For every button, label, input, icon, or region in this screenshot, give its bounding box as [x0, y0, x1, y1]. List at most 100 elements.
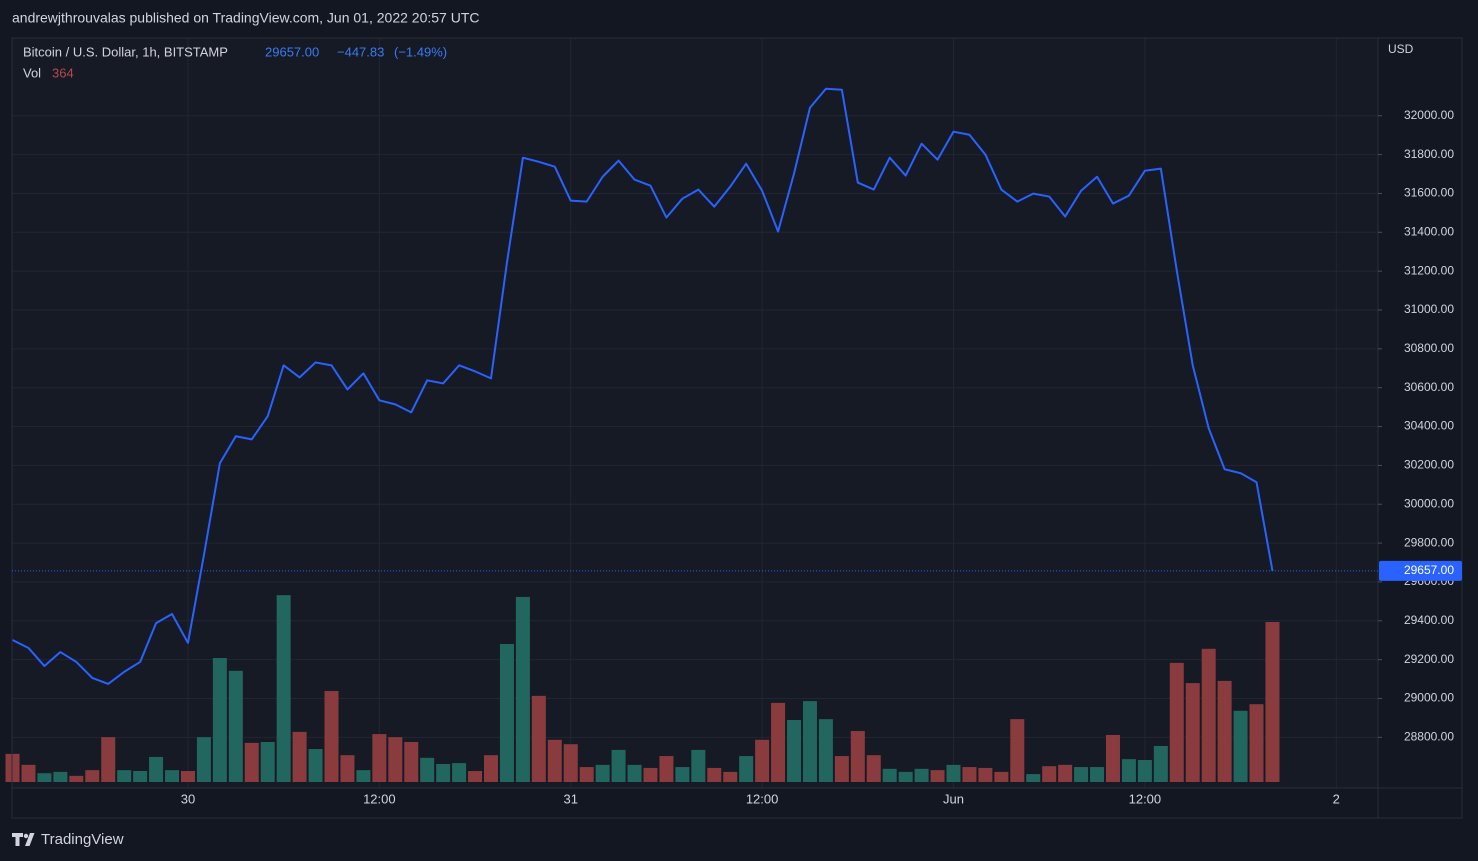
y-tick-label: 30000.00 [1404, 496, 1454, 510]
volume-bar [1105, 734, 1120, 782]
y-tick-label: 31600.00 [1404, 186, 1454, 200]
x-tick-label: 31 [563, 791, 577, 806]
volume-bar [898, 771, 913, 782]
volume-bar [53, 771, 68, 782]
volume-bar [755, 739, 770, 782]
volume-bar [771, 702, 786, 782]
volume-bar [388, 737, 403, 782]
volume-bar [1026, 774, 1041, 782]
volume-bar [1010, 719, 1025, 782]
volume-bar [101, 737, 116, 782]
volume-bar [69, 775, 84, 782]
y-tick-label: 29800.00 [1404, 535, 1454, 549]
volume-bar [1074, 767, 1089, 782]
volume-bar [994, 771, 1009, 782]
volume-bar [595, 764, 610, 782]
volume-bar [340, 755, 355, 782]
brand-logo [12, 833, 35, 846]
y-tick-label: 30200.00 [1404, 458, 1454, 472]
y-tick-label: 31200.00 [1404, 263, 1454, 277]
volume-bar [675, 767, 690, 782]
grid [12, 38, 1378, 788]
volume-bar [1121, 759, 1136, 782]
x-tick-label: 12:00 [1129, 791, 1162, 806]
price-change: −447.83 [337, 44, 384, 59]
x-tick-label: 12:00 [363, 791, 396, 806]
volume-label: Vol [23, 65, 41, 80]
volume-bar [1169, 662, 1184, 782]
volume-bar [1185, 683, 1200, 782]
volume-bar [818, 719, 833, 782]
volume-bar [452, 763, 467, 782]
volume-bar [180, 771, 195, 782]
x-tick-label: Jun [943, 791, 964, 806]
volume-bar [244, 742, 259, 782]
volume-bar [5, 753, 20, 782]
y-tick-label: 30800.00 [1404, 341, 1454, 355]
volume-bar [834, 756, 849, 782]
y-tick-label: 32000.00 [1404, 108, 1454, 122]
volume-bar [436, 763, 451, 782]
volume-bar [37, 773, 52, 782]
volume-bar [1058, 764, 1073, 782]
volume-bar [515, 596, 530, 782]
volume-bar [1265, 621, 1280, 782]
volume-bar [1249, 704, 1264, 782]
volume-bar [1201, 648, 1216, 782]
volume-bar [356, 770, 371, 782]
volume-bar [962, 767, 977, 782]
volume-bar [1137, 760, 1152, 782]
volume-bar [611, 749, 626, 782]
volume-bar [723, 771, 738, 782]
volume-bar [276, 595, 291, 782]
volume-bar [499, 643, 514, 782]
y-tick-label: 28800.00 [1404, 729, 1454, 743]
volume-bar [866, 755, 881, 782]
volume-bar [228, 670, 243, 782]
volume-bar [260, 741, 275, 782]
volume-bar [1233, 710, 1248, 782]
last-price: 29657.00 [265, 44, 319, 59]
volume-bar [117, 770, 132, 782]
currency-label: USD [1388, 42, 1414, 56]
x-tick-label: 30 [181, 791, 195, 806]
volume-bar [420, 757, 435, 782]
volume-value: 364 [52, 65, 74, 80]
last-price-axis-label: 29657.00 [1404, 563, 1454, 577]
volume-bar [978, 767, 993, 782]
volume-bar [547, 739, 562, 782]
volume-bar [930, 770, 945, 782]
x-tick-label: 12:00 [746, 791, 779, 806]
volume-bar [292, 731, 307, 782]
volume-bar [1153, 745, 1168, 782]
volume-bar [787, 720, 802, 782]
volume-bar [882, 768, 897, 782]
brand-name: TradingView [41, 831, 124, 848]
volume-bar [483, 755, 498, 782]
y-tick-label: 30400.00 [1404, 419, 1454, 433]
volume-bar [579, 767, 594, 782]
publish-header: andrewjthrouvalas published on TradingVi… [12, 10, 479, 26]
volume-bar [563, 744, 578, 782]
price-line [12, 87, 1274, 685]
y-tick-label: 31400.00 [1404, 224, 1454, 238]
price-change-percent: (−1.49%) [394, 44, 447, 59]
volume-bar [1090, 767, 1105, 782]
y-tick-label: 29000.00 [1404, 691, 1454, 705]
frame [11, 37, 1463, 819]
symbol-label: Bitcoin / U.S. Dollar, 1h, BITSTAMP [23, 44, 228, 59]
volume-bar [149, 756, 164, 782]
volume-bar [85, 770, 100, 782]
volume-bar [691, 749, 706, 782]
volume-bar [133, 771, 148, 782]
volume-bar [165, 770, 180, 782]
volume-bar [739, 756, 754, 782]
y-tick-label: 29400.00 [1404, 613, 1454, 627]
volume-bar [531, 695, 546, 782]
last-price-box [1379, 560, 1462, 581]
y-tick-label: 31000.00 [1404, 302, 1454, 316]
volume-bar [372, 734, 387, 782]
volume-bar [850, 731, 865, 782]
